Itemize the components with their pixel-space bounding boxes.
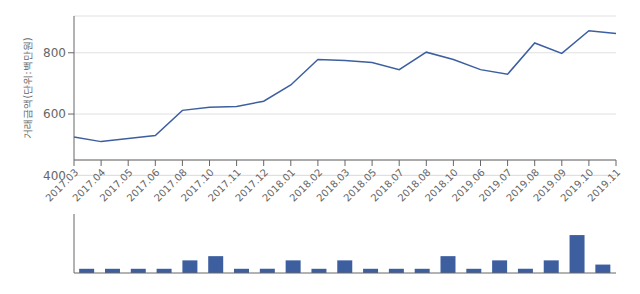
svg-text:800: 800 (43, 46, 66, 60)
svg-text:2017.04: 2017.04 (70, 166, 108, 204)
svg-text:2019.11: 2019.11 (585, 167, 622, 204)
svg-text:2017.06: 2017.06 (124, 166, 162, 204)
svg-text:2018.03: 2018.03 (314, 166, 352, 204)
svg-text:2017.11: 2017.11 (206, 166, 243, 204)
svg-text:600: 600 (43, 107, 66, 121)
svg-text:2019.07: 2019.07 (477, 166, 514, 204)
svg-text:2018.02: 2018.02 (287, 166, 325, 204)
svg-text:2017.12: 2017.12 (233, 166, 271, 204)
svg-text:2019.06: 2019.06 (449, 166, 487, 204)
svg-text:2017.10: 2017.10 (178, 166, 216, 204)
svg-text:2018.01: 2018.01 (260, 166, 298, 204)
svg-text:2018.07: 2018.07 (368, 166, 406, 204)
svg-text:2017.08: 2017.08 (151, 166, 189, 204)
svg-text:2019.08: 2019.08 (504, 166, 542, 204)
svg-text:2017.05: 2017.05 (97, 166, 135, 204)
svg-text:2017.03: 2017.03 (43, 166, 81, 204)
svg-text:2018.05: 2018.05 (341, 166, 379, 204)
svg-text:2019.10: 2019.10 (558, 166, 596, 204)
svg-text:2018.08: 2018.08 (395, 166, 433, 204)
svg-text:2018.10: 2018.10 (422, 166, 460, 204)
svg-text:거래금액(단위:백만원): 거래금액(단위:백만원) (22, 37, 33, 138)
svg-text:2019.09: 2019.09 (531, 166, 569, 204)
svg-text:400: 400 (43, 169, 66, 183)
